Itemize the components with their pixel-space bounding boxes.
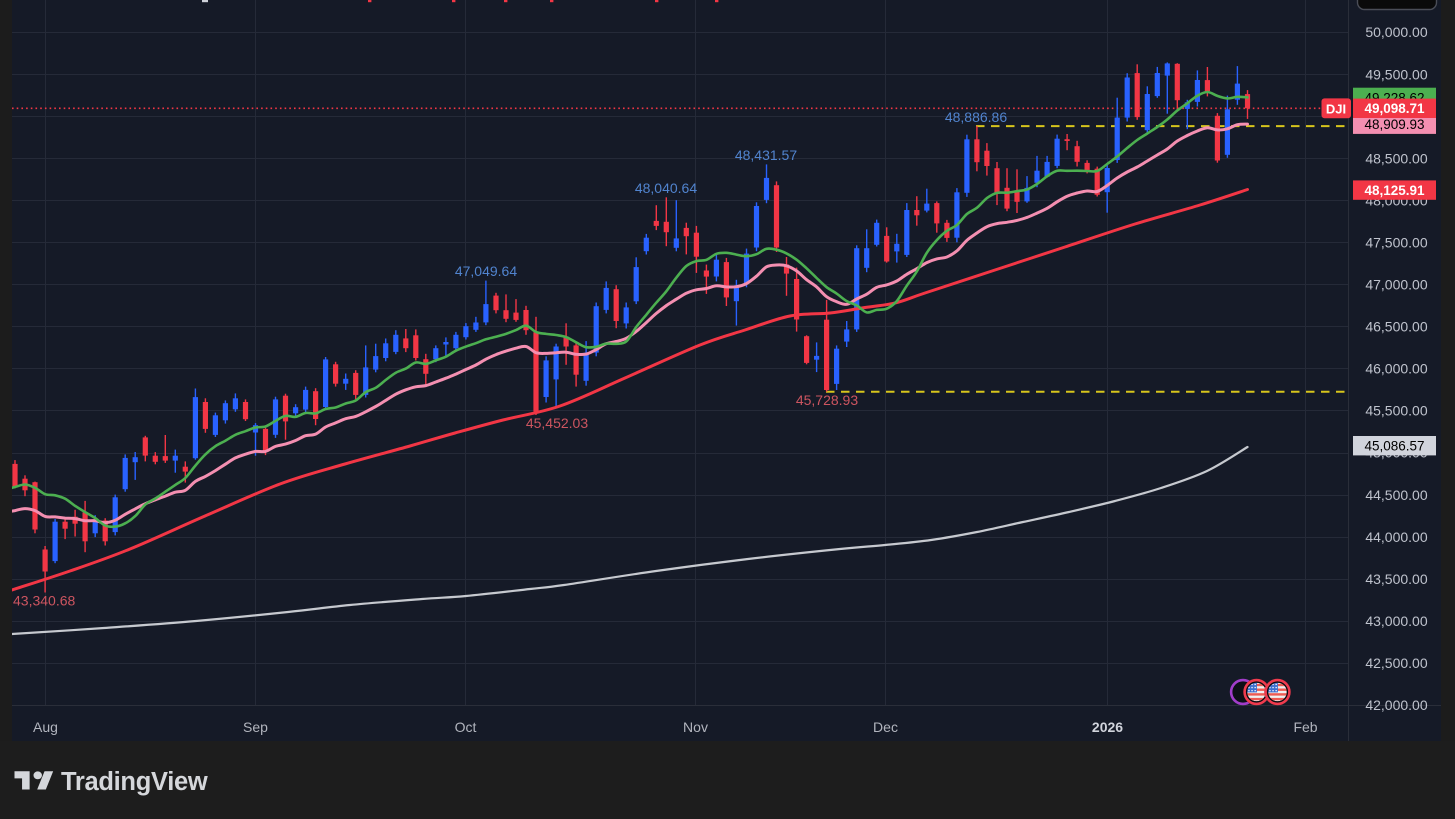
svg-text:48,431.57: 48,431.57	[735, 147, 797, 163]
svg-text:50,000.00: 50,000.00	[1365, 24, 1427, 40]
svg-text:46,500.00: 46,500.00	[1365, 319, 1427, 335]
svg-text:TradingView: TradingView	[61, 768, 208, 796]
svg-text:43,340.68: 43,340.68	[13, 593, 75, 609]
svg-text:45,500.00: 45,500.00	[1365, 403, 1427, 419]
svg-text:Dec: Dec	[873, 719, 898, 735]
svg-text:42,500.00: 42,500.00	[1365, 655, 1427, 671]
svg-text:Nov: Nov	[683, 719, 708, 735]
svg-text:43,000.00: 43,000.00	[1365, 613, 1427, 629]
svg-text:44,500.00: 44,500.00	[1365, 487, 1427, 503]
svg-text:2026: 2026	[1092, 719, 1123, 735]
svg-text:47,500.00: 47,500.00	[1365, 235, 1427, 251]
svg-text:45,728.93: 45,728.93	[796, 392, 858, 408]
svg-text:45,086.57: 45,086.57	[1364, 439, 1424, 454]
svg-text:48,040.64: 48,040.64	[635, 180, 697, 196]
svg-text:Sep: Sep	[243, 719, 268, 735]
svg-text:42,000.00: 42,000.00	[1365, 697, 1427, 713]
svg-text:DJI: DJI	[1326, 101, 1346, 116]
svg-text:46,000.00: 46,000.00	[1365, 361, 1427, 377]
svg-text:48,125.91: 48,125.91	[1364, 183, 1425, 198]
svg-text:Oct: Oct	[455, 719, 477, 735]
svg-text:44,000.00: 44,000.00	[1365, 529, 1427, 545]
svg-text:Feb: Feb	[1293, 719, 1317, 735]
svg-text:47,000.00: 47,000.00	[1365, 277, 1427, 293]
svg-text:45,452.03: 45,452.03	[526, 415, 588, 431]
svg-text:47,049.64: 47,049.64	[455, 263, 517, 279]
svg-text:43,500.00: 43,500.00	[1365, 571, 1427, 587]
svg-text:48,886.86: 48,886.86	[945, 109, 1007, 125]
svg-text:48,909.93: 48,909.93	[1364, 117, 1424, 132]
svg-text:49,500.00: 49,500.00	[1365, 66, 1427, 82]
svg-text:Aug: Aug	[33, 719, 58, 735]
svg-text:48,500.00: 48,500.00	[1365, 150, 1427, 166]
svg-text:49,098.71: 49,098.71	[1364, 101, 1425, 116]
